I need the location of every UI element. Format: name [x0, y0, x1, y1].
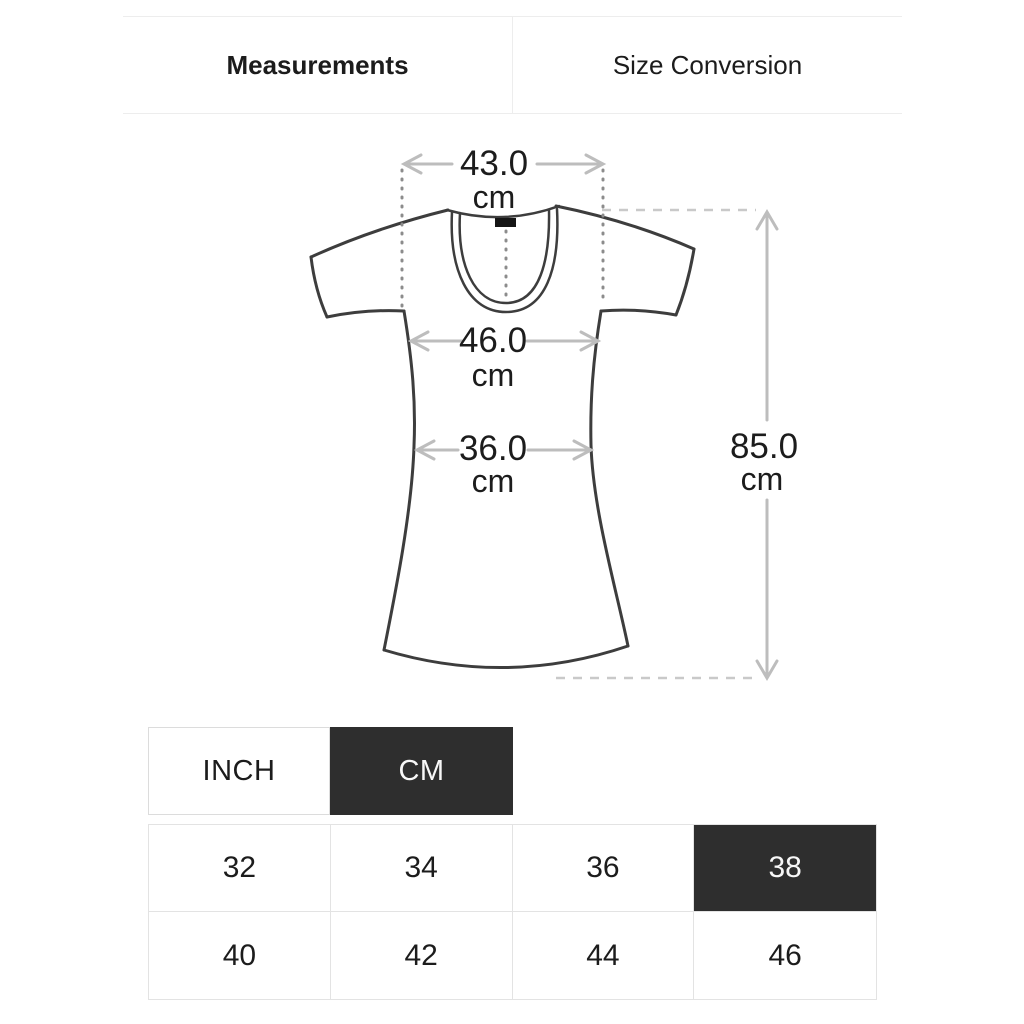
- chest-width-unit: cm: [472, 357, 515, 393]
- size-option-32[interactable]: 32: [149, 825, 331, 912]
- unit-toggle: INCH CM: [148, 727, 513, 815]
- length-value: 85.0: [730, 427, 798, 466]
- neck-tag: [495, 218, 516, 227]
- tshirt-outline-drawing: [309, 204, 696, 669]
- shoulder-width-value: 43.0: [460, 144, 528, 183]
- tab-size-conversion[interactable]: Size Conversion: [513, 17, 902, 113]
- unit-inch-button[interactable]: INCH: [148, 727, 330, 815]
- shoulder-width-unit: cm: [473, 179, 516, 215]
- size-option-36[interactable]: 36: [512, 825, 695, 912]
- size-option-40[interactable]: 40: [149, 912, 331, 999]
- measurement-arrows: [400, 153, 779, 681]
- tab-bar: Measurements Size Conversion: [123, 16, 902, 114]
- guide-dashed-lines: [556, 208, 756, 680]
- waist-width-unit: cm: [472, 463, 515, 499]
- unit-cm-button[interactable]: CM: [330, 727, 513, 815]
- size-grid: 32 34 36 38 40 42 44 46: [148, 824, 877, 1000]
- guide-dotted-lines: [400, 168, 605, 309]
- length-unit: cm: [741, 461, 784, 497]
- chest-width-value: 46.0: [459, 321, 527, 360]
- size-option-44[interactable]: 44: [512, 912, 695, 999]
- tab-measurements[interactable]: Measurements: [123, 17, 513, 113]
- size-option-42[interactable]: 42: [330, 912, 513, 999]
- size-option-38[interactable]: 38: [694, 825, 876, 912]
- size-option-34[interactable]: 34: [330, 825, 513, 912]
- size-option-46[interactable]: 46: [694, 912, 876, 999]
- waist-width-value: 36.0: [459, 429, 527, 468]
